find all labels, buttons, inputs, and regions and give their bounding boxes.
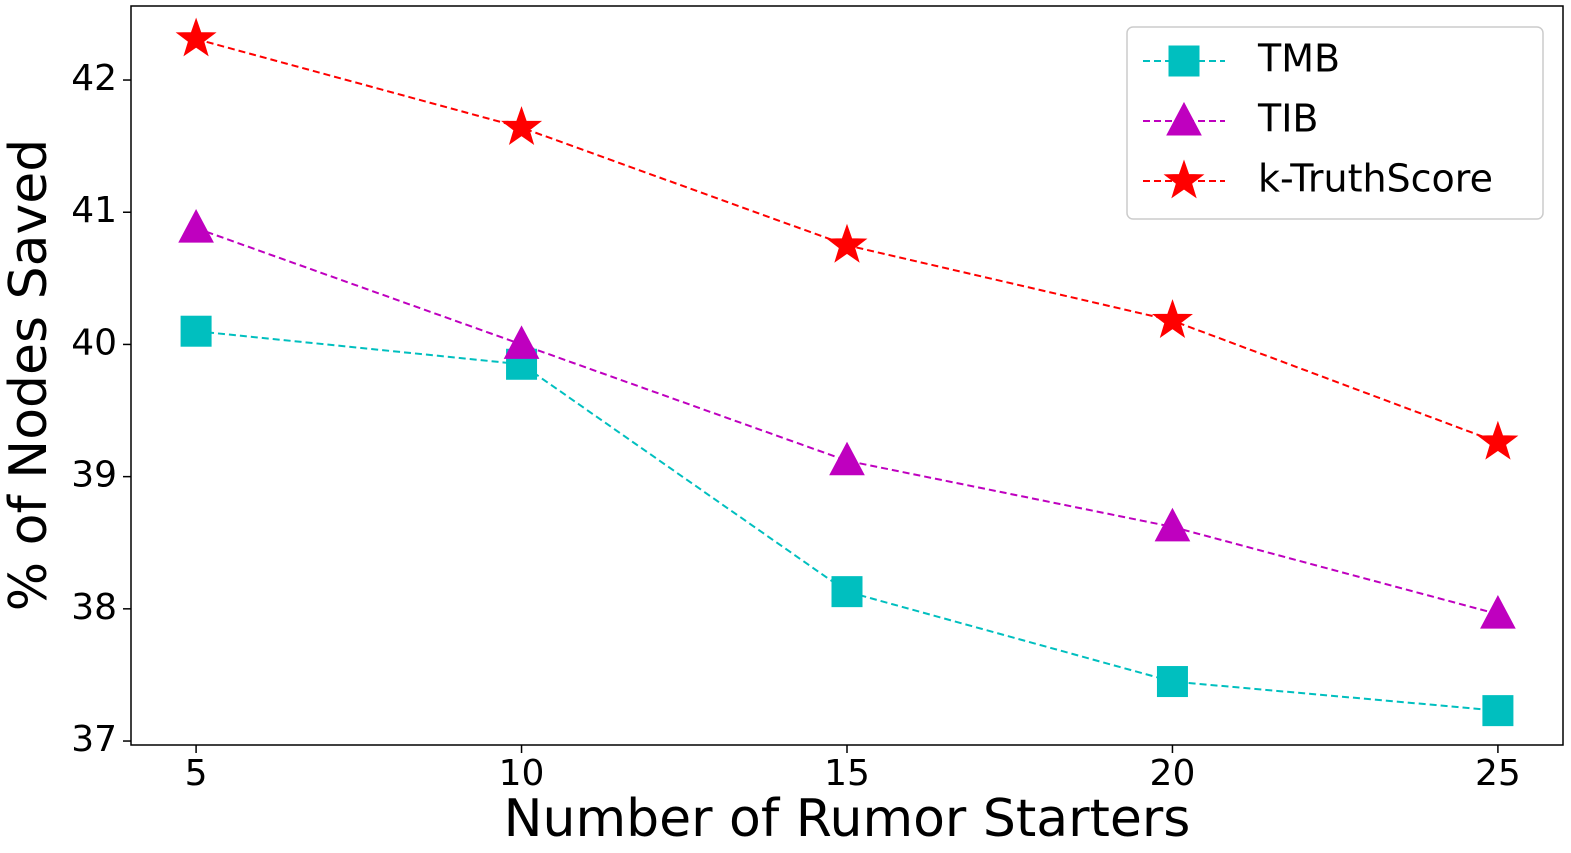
series-line	[195, 330, 1498, 712]
x-tick-label: 25	[1475, 753, 1521, 794]
legend-label: TMB	[1257, 37, 1340, 81]
legend-label: TIB	[1257, 97, 1319, 141]
y-tick-label: 38	[71, 587, 117, 628]
legend-marker	[1168, 45, 1200, 77]
data-point	[826, 223, 868, 263]
data-point	[501, 106, 543, 146]
data-point	[1477, 420, 1519, 460]
legend-box	[1126, 26, 1544, 220]
series-line	[195, 227, 1499, 616]
data-point	[1151, 299, 1193, 339]
x-tick-label: 5	[185, 753, 208, 794]
data-point	[1482, 695, 1514, 727]
y-tick-label: 39	[71, 455, 117, 496]
data-point	[831, 576, 863, 608]
data-point	[178, 209, 214, 243]
data-point	[1156, 666, 1188, 698]
legend-marker	[1166, 101, 1202, 136]
x-tick-label: 20	[1150, 753, 1196, 794]
x-tick-label: 10	[499, 753, 545, 794]
x-axis-label: Number of Rumor Starters	[504, 789, 1191, 849]
data-point	[180, 315, 212, 347]
data-point	[175, 17, 217, 57]
data-point	[1154, 507, 1191, 542]
y-tick-label: 40	[71, 322, 117, 363]
legend-marker	[1163, 159, 1205, 199]
legend-label: k-TruthScore	[1258, 157, 1493, 201]
data-point	[503, 325, 540, 359]
data-point	[1480, 595, 1516, 629]
y-tick-label: 41	[71, 190, 117, 231]
y-axis-label: % of Nodes Saved	[0, 139, 59, 612]
data-point	[829, 441, 865, 476]
x-tick-label: 15	[824, 753, 870, 794]
y-tick-label: 42	[71, 58, 117, 99]
y-tick-label: 37	[71, 719, 117, 760]
